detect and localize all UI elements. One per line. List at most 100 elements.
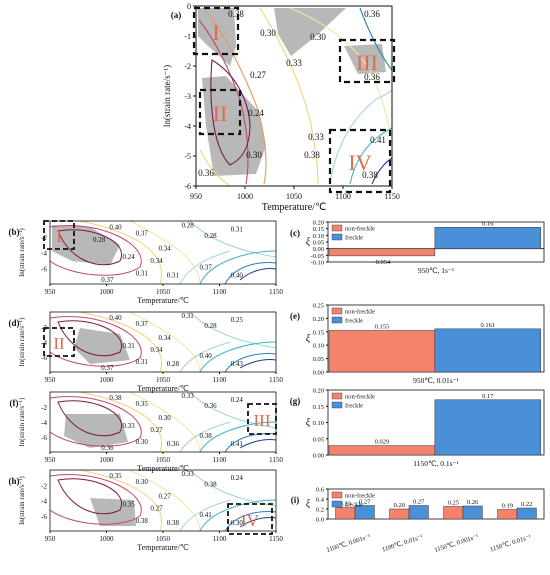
y-axis-label: ln(strain rate/s⁻¹) [18, 317, 26, 366]
contour-label: 0.41 [199, 511, 212, 519]
contour-line [79, 469, 162, 532]
contour-label: 0.38 [136, 517, 149, 525]
y-tick-label: 0 [187, 2, 191, 11]
map-panel-0: (b) I 0.400.370.340.280.280.310.340.240.31… [9, 220, 283, 305]
y-tick-label: 0.00 [313, 370, 324, 377]
contour-label: 0.30 [231, 519, 244, 527]
contour-label: 0.41 [370, 135, 386, 145]
bar-freckle [354, 505, 375, 520]
contour-line [189, 469, 277, 507]
contour-line [49, 474, 142, 525]
region-box [338, 38, 396, 84]
data-label: 0.27 [413, 499, 425, 506]
legend-swatch [331, 491, 343, 499]
x-tick-label: 1050 [156, 376, 171, 384]
region-box [43, 220, 75, 250]
contour-line [359, 7, 393, 71]
contour-line [57, 320, 123, 357]
y-tick-label: 0.10 [313, 233, 324, 240]
x-axis-label: Temperature/℃ [137, 464, 189, 473]
legend-swatch [331, 224, 343, 232]
y-axis-label: ξ [306, 418, 311, 429]
contour-label: 0.37 [136, 320, 149, 328]
category-label: 1100℃, 0.01s⁻¹ [381, 534, 424, 554]
contour-label: 0.30 [159, 414, 172, 422]
contour-line [349, 127, 393, 185]
legend-label: non-freckle [345, 493, 375, 500]
region-label: IV [241, 511, 260, 530]
contour-line [239, 268, 277, 281]
x-tick-label: 1150 [269, 535, 283, 543]
contour-label: 0.33 [122, 422, 135, 430]
contour-line [179, 421, 231, 453]
x-tick-label: 1050 [156, 535, 171, 543]
y-tick-label: 0.10 [313, 420, 324, 427]
bar-chart-2: (g) 0.20 0.15 0.10 0.05 0.00 ξ 0.029 0.17 1150℃, … [290, 388, 545, 468]
legend-swatch [331, 307, 343, 315]
contour-label: 0.35 [122, 501, 135, 509]
bar-freckle [434, 399, 541, 456]
contour-label: 0.27 [150, 426, 163, 434]
contour-label: 0.38 [304, 150, 320, 160]
x-axis-label: Temperature/℃ [137, 543, 189, 552]
data-label: 0.17 [482, 393, 494, 400]
contour-line [239, 439, 277, 449]
contour-line [371, 157, 393, 185]
x-tick-label: 950 [45, 456, 56, 464]
data-label: 0.16 [482, 220, 494, 227]
contour-label: 0.34 [159, 244, 172, 252]
contour-line [289, 7, 391, 131]
shade-region [274, 8, 346, 56]
contour-line [259, 7, 319, 185]
y-tick-label: 0.25 [313, 303, 324, 310]
y-tick-label: 0.20 [313, 316, 324, 323]
contour-line [129, 311, 201, 373]
contour-label: 0.41 [231, 440, 244, 448]
y-tick-label: -3 [184, 92, 191, 101]
shade-region [64, 414, 128, 448]
bar-freckle [434, 328, 541, 373]
data-label: 0.22 [521, 501, 532, 508]
region-box [43, 327, 75, 357]
legend-label: non-freckle [345, 394, 375, 401]
contour-label: 0.38 [167, 519, 180, 527]
contour-line [189, 311, 277, 349]
x-tick-label: 1100 [213, 456, 227, 464]
category-label: 1150℃, 0.001s⁻¹ [434, 533, 480, 554]
contour-line [129, 469, 201, 532]
x-tick-label: 1100 [213, 288, 227, 296]
contour-label: 0.36 [101, 444, 114, 452]
contour-label: 0.34 [159, 334, 172, 342]
contour-line [79, 311, 162, 373]
contour-line [57, 478, 123, 515]
bar-chart-3: (i) 0.6 0.4 0.2 0.0 ξ 0.23 0.27 1100℃, 0.001s⁻¹ 0… [291, 487, 545, 554]
y-tick-label: -4 [41, 419, 47, 427]
y-tick-label: 0.20 [313, 388, 324, 395]
contour-line [179, 341, 231, 373]
contour-label: 0.40 [231, 272, 244, 280]
y-tick-label: 0.15 [313, 226, 324, 233]
x-tick-label: 1100 [213, 535, 227, 543]
contour-label: 0.33 [181, 470, 194, 478]
contour-label: 0.24 [248, 108, 264, 118]
bar-non-freckle [389, 508, 410, 520]
shade-region [74, 328, 130, 364]
map-panel-2: (f)III0.380.350.300.330.360.240.270.330.… [10, 391, 283, 473]
y-tick-label: -6 [41, 265, 47, 273]
map-tag: (d) [9, 318, 20, 328]
contour-line [199, 499, 277, 532]
contour-line [239, 359, 277, 369]
x-tick-label: 950 [45, 288, 56, 296]
map-tag: (b) [9, 227, 20, 237]
x-tick-label: 1150 [269, 288, 283, 296]
contour-label: 0.31 [136, 270, 149, 278]
contour-label: 0.37 [101, 276, 114, 284]
y-tick-label: 0.10 [313, 343, 324, 350]
legend-swatch [331, 401, 343, 409]
legend-swatch [331, 392, 343, 400]
x-tick-label: 1000 [100, 535, 115, 543]
contour-line [224, 353, 277, 373]
contour-line [239, 517, 277, 528]
contour-label: 0.43 [231, 360, 244, 368]
